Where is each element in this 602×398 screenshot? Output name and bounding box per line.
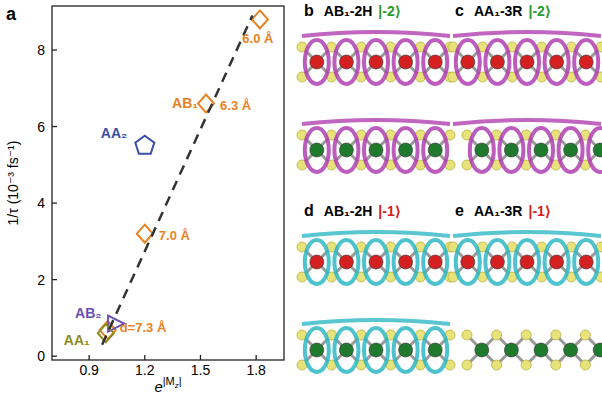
plot-area <box>98 10 268 344</box>
y-tick <box>52 356 57 357</box>
series-label: AA₂ <box>101 125 127 141</box>
x-label-part: |M <box>163 375 175 387</box>
y-tick-label: 2 <box>37 272 45 288</box>
labels: 6.0 Å 6.3 Å 7.0 Å d=7.3 Å AB₁ AA₂ AB₂ AA₁ <box>64 31 274 348</box>
x-tick <box>200 355 201 360</box>
data-point <box>137 225 153 243</box>
figure: a0.91.21.51.802468e|Mz|1/τ (10⁻³ fs⁻¹)6.… <box>0 0 602 398</box>
x-tick-label: 1.8 <box>246 362 266 378</box>
series-label: AA₁ <box>64 332 90 348</box>
point-label: 6.3 Å <box>220 98 252 113</box>
atomic-layer <box>448 32 602 84</box>
y-axis-label: 1/τ (10⁻³ fs⁻¹) <box>5 141 21 226</box>
point-label: d=7.3 Å <box>120 320 167 335</box>
atomic-layer <box>297 232 455 284</box>
x-tick-label: 1.5 <box>191 362 211 378</box>
panel-letter: c <box>455 2 464 19</box>
x-tick <box>256 355 257 360</box>
fit-line <box>102 16 252 345</box>
series-label: AB₂ <box>75 305 101 321</box>
panel-header: e AA₁-3R |-1⟩ <box>455 202 551 219</box>
x-tick <box>144 355 145 360</box>
y-tick-label: 4 <box>37 195 45 211</box>
panel-state: |-2⟩ <box>528 3 551 19</box>
atomic-layer <box>297 320 455 372</box>
panel-state: |-1⟩ <box>378 203 401 219</box>
atomic-layer <box>297 120 455 172</box>
atomic-layer <box>448 232 602 284</box>
atomic-layer <box>453 120 602 172</box>
structure-panel: c AA₁-3R |-2⟩ <box>448 2 602 172</box>
panel-letter: b <box>304 2 314 19</box>
data-point <box>252 10 268 28</box>
y-tick-label: 8 <box>37 42 45 58</box>
panel-state: |-2⟩ <box>378 3 401 19</box>
x-tick-label: 0.9 <box>79 362 99 378</box>
structure-panel: e AA₁-3R |-1⟩ <box>448 202 602 370</box>
y-tick <box>52 49 57 50</box>
atomic-layer <box>462 330 602 370</box>
data-point <box>135 136 154 154</box>
structure-panel: b AB₁-2H |-2⟩ <box>297 2 455 172</box>
panel-letter: e <box>455 202 464 219</box>
plot-frame <box>52 6 284 360</box>
x-label-part: | <box>179 375 182 387</box>
y-tick-label: 0 <box>37 348 45 364</box>
x-axis-label: e|Mz| <box>154 375 181 395</box>
x-tick-label: 1.2 <box>135 362 155 378</box>
panel-header: c AA₁-3R |-2⟩ <box>455 2 551 19</box>
x-label-part: e <box>154 378 162 395</box>
panel-title: AB₁-2H <box>324 3 373 19</box>
point-label: 7.0 Å <box>159 228 191 243</box>
panel-label: a <box>6 4 17 24</box>
series-label: AB₁ <box>172 95 198 111</box>
panel-header: d AB₁-2H |-1⟩ <box>304 202 401 219</box>
y-tick <box>52 126 57 127</box>
structure-panel: d AB₁-2H |-1⟩ <box>297 202 455 372</box>
y-tick-label: 6 <box>37 119 45 135</box>
atomic-layer <box>297 32 455 84</box>
point-label: 6.0 Å <box>242 31 274 46</box>
panel-title: AB₁-2H <box>324 203 373 219</box>
panel-title: AA₁-3R <box>474 203 523 219</box>
panel-header: b AB₁-2H |-2⟩ <box>304 2 401 19</box>
y-tick <box>52 202 57 203</box>
x-tick <box>88 355 89 360</box>
panel-letter: d <box>304 202 314 219</box>
y-tick <box>52 279 57 280</box>
panel-state: |-1⟩ <box>528 203 551 219</box>
panel-title: AA₁-3R <box>474 3 523 19</box>
